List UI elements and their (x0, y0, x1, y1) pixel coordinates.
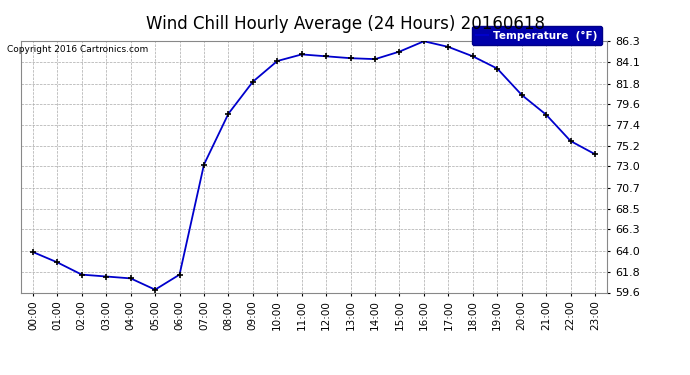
Text: Wind Chill Hourly Average (24 Hours) 20160618: Wind Chill Hourly Average (24 Hours) 201… (146, 15, 544, 33)
Text: Copyright 2016 Cartronics.com: Copyright 2016 Cartronics.com (7, 45, 148, 54)
Legend: Temperature  (°F): Temperature (°F) (471, 26, 602, 45)
